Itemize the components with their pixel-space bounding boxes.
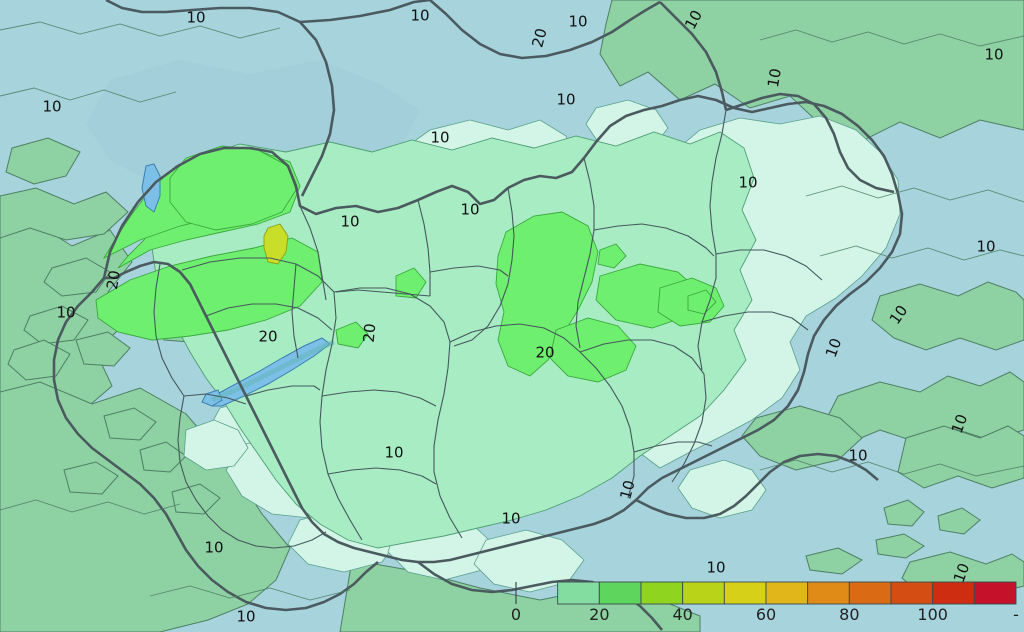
contour-label: 10 — [568, 13, 587, 31]
county-borders — [153, 109, 823, 549]
contour-label: 10 — [822, 336, 845, 360]
contour-label: 10 — [501, 510, 520, 528]
balaton-halo — [211, 339, 335, 403]
band-20-30-layer — [95, 145, 725, 383]
contour-label: 10 — [738, 174, 757, 192]
contour-label: 10 — [236, 608, 255, 626]
contour-label: 10 — [204, 539, 223, 557]
contour-label: 10 — [460, 201, 479, 219]
hungary-border — [102, 94, 904, 564]
contour-label: 10 — [42, 98, 61, 116]
contour-label: 10 — [948, 412, 971, 436]
contour-label: 10 — [410, 7, 429, 25]
contour-label: 10 — [706, 559, 725, 577]
contour-label: 10 — [950, 561, 973, 585]
contour-label: 20 — [103, 269, 124, 291]
contour-label: 20 — [528, 26, 550, 49]
contour-label: 20 — [535, 344, 554, 362]
contour-label: 10 — [984, 46, 1003, 64]
contour-label: 20 — [258, 328, 277, 346]
contour-label: 10 — [340, 213, 359, 231]
contour-label: 10 — [616, 478, 638, 501]
contour-label: 10 — [384, 444, 403, 462]
contour-label: 10 — [976, 238, 995, 256]
contour-label: 10 — [556, 91, 575, 109]
contour-label: 10 — [430, 129, 449, 147]
contour-label: 20 — [360, 323, 380, 344]
band-30-40-layer — [263, 223, 289, 265]
contour-label: 10 — [186, 9, 205, 27]
contour-label: 10 — [848, 447, 867, 465]
contour-label: 10 — [56, 304, 75, 322]
contour-label: 10 — [764, 67, 785, 89]
contour-lines-layer — [0, 21, 1024, 601]
